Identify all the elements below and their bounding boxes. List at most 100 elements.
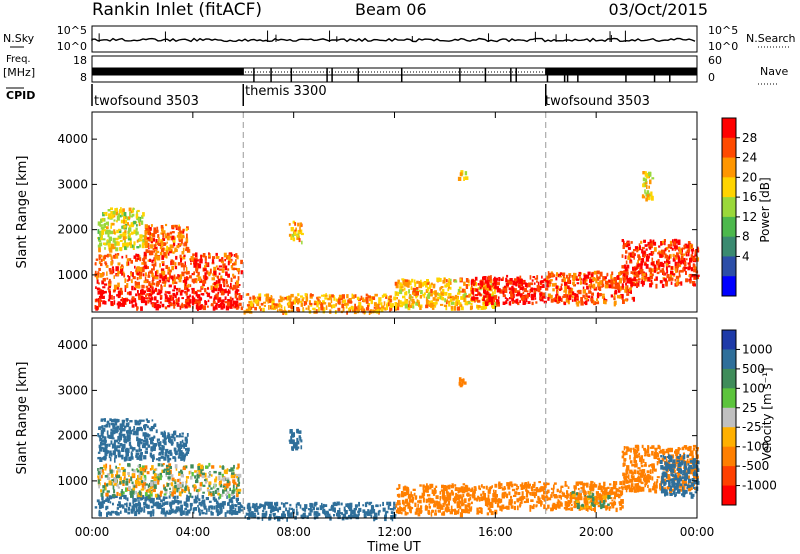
echo-cell <box>500 278 504 281</box>
echo-cell <box>584 300 588 306</box>
echo-cell <box>100 262 103 267</box>
echo-cell <box>346 310 348 315</box>
echo-cell <box>117 486 120 489</box>
echo-cell <box>122 433 126 438</box>
echo-cell <box>593 498 597 501</box>
echo-cell <box>126 279 129 282</box>
echo-cell <box>156 496 159 500</box>
echo-cell <box>321 505 325 509</box>
echo-cell <box>168 249 172 254</box>
echo-cell <box>297 502 300 506</box>
echo-cell <box>183 444 185 449</box>
echo-cell <box>685 251 688 255</box>
echo-cell <box>184 453 187 458</box>
echo-cell <box>492 306 496 309</box>
echo-cell <box>452 498 456 501</box>
echo-cell <box>220 503 225 506</box>
echo-cell <box>550 507 554 512</box>
echo-cell <box>130 260 133 264</box>
echo-cell <box>102 286 106 289</box>
echo-cell <box>455 492 457 498</box>
echo-cell <box>180 435 184 438</box>
echo-cell <box>668 255 671 259</box>
echo-cell <box>281 513 284 517</box>
echo-cell <box>116 428 119 432</box>
echo-cell <box>102 435 105 439</box>
echo-cell <box>150 497 153 503</box>
echo-cell <box>601 295 605 299</box>
echo-cell <box>618 493 622 496</box>
echo-cell <box>176 291 179 296</box>
echo-cell <box>464 484 468 488</box>
echo-cell <box>145 285 149 289</box>
echo-cell <box>171 231 175 234</box>
echo-cell <box>677 239 681 243</box>
echo-cell <box>632 266 634 271</box>
echo-cell <box>164 488 168 492</box>
echo-cell <box>552 298 556 302</box>
echo-cell <box>517 505 519 511</box>
echo-cell <box>185 447 189 451</box>
echo-cell <box>519 275 522 280</box>
echo-cell <box>408 502 411 507</box>
echo-cell <box>644 276 648 280</box>
echo-cell <box>164 290 167 294</box>
echo-cell <box>391 511 395 514</box>
echo-cell <box>488 489 491 494</box>
echo-cell <box>565 501 568 507</box>
echo-cell <box>266 503 269 506</box>
echo-cell <box>226 301 231 307</box>
echo-cell <box>218 504 223 509</box>
echo-cell <box>651 268 654 273</box>
echo-cell <box>679 260 682 265</box>
echo-cell <box>156 475 159 479</box>
echo-cell <box>432 490 437 495</box>
echo-cell <box>124 278 127 283</box>
echo-cell <box>224 512 227 517</box>
echo-cell <box>546 482 550 486</box>
echo-cell <box>100 446 104 450</box>
echo-cell <box>139 244 142 248</box>
echo-cell <box>338 507 341 510</box>
echo-cell <box>505 283 508 286</box>
echo-cell <box>302 309 305 312</box>
cpid-segment-label-3: twofsound 3503 <box>545 94 650 109</box>
echo-cell <box>230 282 232 287</box>
echo-cell <box>120 424 123 429</box>
echo-cell <box>318 307 320 313</box>
echo-cell <box>521 482 524 487</box>
echo-cell <box>169 231 173 235</box>
echo-cell <box>571 275 574 278</box>
echo-cell <box>638 256 640 261</box>
echo-cell <box>161 261 165 264</box>
echo-cell <box>110 222 113 226</box>
echo-cell <box>125 452 129 457</box>
echo-cell <box>97 221 101 226</box>
echo-cell <box>218 475 221 481</box>
echo-cell <box>675 268 677 274</box>
echo-cell <box>133 229 136 235</box>
echo-cell <box>145 483 148 486</box>
echo-cell <box>302 307 304 311</box>
echo-cell <box>353 512 355 515</box>
echo-cell <box>222 489 225 494</box>
echo-cell <box>121 272 124 276</box>
echo-cell <box>151 280 154 285</box>
echo-cell <box>584 297 588 300</box>
echo-cell <box>442 503 445 507</box>
echo-cell <box>161 247 165 250</box>
echo-cell <box>291 439 295 445</box>
echo-cell <box>565 294 568 297</box>
echo-cell <box>595 484 598 488</box>
echo-cell <box>142 273 145 277</box>
echo-cell <box>644 171 647 175</box>
echo-cell <box>112 443 116 446</box>
echo-cell <box>566 493 570 496</box>
echo-cell <box>610 294 613 298</box>
echo-cell <box>594 278 598 281</box>
echo-cell <box>178 277 182 283</box>
echo-cell <box>136 427 140 432</box>
echo-cell <box>186 276 188 281</box>
echo-cell <box>260 302 264 306</box>
echo-cell <box>119 209 122 214</box>
